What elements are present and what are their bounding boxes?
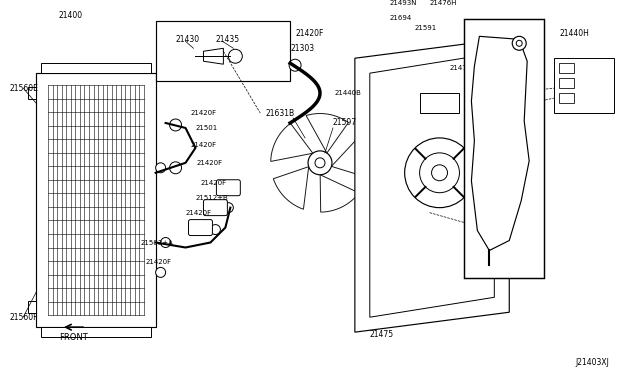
Text: 21493N: 21493N: [390, 0, 417, 6]
Text: 21631B: 21631B: [265, 109, 294, 118]
Bar: [28, 87, 36, 99]
Text: 21597: 21597: [333, 118, 357, 128]
Polygon shape: [355, 38, 509, 332]
Circle shape: [156, 267, 166, 278]
Circle shape: [223, 203, 234, 213]
FancyBboxPatch shape: [189, 219, 212, 235]
Bar: [559, 93, 574, 103]
Polygon shape: [271, 124, 313, 161]
Polygon shape: [204, 48, 223, 64]
Text: 21400: 21400: [59, 11, 83, 20]
Text: 21420F: 21420F: [191, 142, 216, 148]
Text: 21516: 21516: [509, 25, 533, 34]
Text: 21475: 21475: [370, 330, 394, 339]
Text: 21515: 21515: [467, 25, 490, 34]
Text: 21501: 21501: [195, 125, 218, 131]
Text: 21430: 21430: [175, 35, 200, 44]
Bar: [41, 63, 150, 73]
Text: 21512+B: 21512+B: [195, 195, 228, 201]
Circle shape: [516, 40, 522, 46]
Text: 21476H: 21476H: [429, 0, 457, 6]
Polygon shape: [332, 135, 369, 177]
Circle shape: [308, 151, 332, 175]
Polygon shape: [320, 175, 359, 212]
Text: 21420F: 21420F: [186, 210, 212, 216]
Text: 21440H: 21440H: [559, 29, 589, 38]
Bar: [559, 63, 574, 73]
Text: 21420F: 21420F: [191, 110, 216, 116]
Bar: [554, 58, 614, 113]
Bar: [559, 78, 574, 88]
Text: 21476HA: 21476HA: [449, 65, 482, 71]
Polygon shape: [273, 167, 308, 209]
Circle shape: [170, 162, 182, 174]
Circle shape: [420, 153, 460, 193]
Text: J21403XJ: J21403XJ: [575, 357, 609, 366]
Bar: [156, 21, 290, 81]
Bar: [420, 93, 460, 113]
Text: 21420F: 21420F: [295, 29, 323, 38]
Bar: [41, 327, 150, 337]
Circle shape: [156, 163, 166, 173]
Text: 21435: 21435: [216, 35, 239, 44]
Bar: [28, 301, 36, 313]
Circle shape: [161, 238, 171, 247]
Text: 21420F: 21420F: [146, 259, 172, 266]
Text: FRONT: FRONT: [60, 333, 88, 341]
FancyBboxPatch shape: [216, 180, 240, 196]
Text: 21420F: 21420F: [200, 180, 227, 186]
Text: 21591: 21591: [415, 25, 437, 31]
Circle shape: [211, 225, 220, 234]
Circle shape: [170, 119, 182, 131]
Text: 21440B: 21440B: [335, 90, 362, 96]
Circle shape: [228, 49, 243, 63]
Circle shape: [431, 165, 447, 181]
Circle shape: [404, 138, 474, 208]
Text: 21694: 21694: [390, 15, 412, 22]
Bar: [465, 19, 544, 278]
Text: 21560E: 21560E: [9, 84, 38, 93]
Polygon shape: [472, 36, 529, 250]
FancyBboxPatch shape: [204, 200, 227, 216]
Text: 21420F: 21420F: [196, 160, 223, 166]
Text: 21510: 21510: [499, 268, 524, 277]
Circle shape: [512, 36, 526, 50]
Text: 21560F: 21560F: [9, 313, 38, 322]
Text: 21503+A: 21503+A: [141, 240, 173, 246]
Circle shape: [315, 158, 325, 168]
Text: 21303: 21303: [290, 44, 314, 53]
Polygon shape: [306, 113, 348, 153]
Bar: [36, 73, 156, 327]
Circle shape: [289, 59, 301, 71]
